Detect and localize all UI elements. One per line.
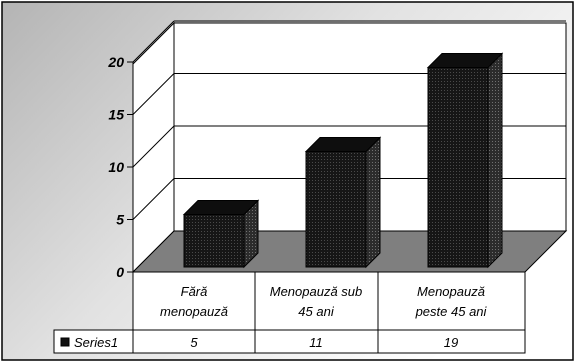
category-label-1-line-1: Menopauză sub bbox=[270, 284, 363, 299]
y-tick-label: 0 bbox=[116, 264, 124, 280]
data-table: Fără menopauză Menopauză sub 45 ani Meno… bbox=[53, 271, 526, 354]
bar-front-face bbox=[183, 214, 245, 268]
table-header-bg bbox=[132, 271, 526, 331]
y-tick-label: 5 bbox=[116, 212, 124, 228]
table-value-2: 19 bbox=[444, 335, 458, 350]
category-label-1-line-2: 45 ani bbox=[298, 304, 335, 319]
bars bbox=[182, 52, 504, 269]
gridline bbox=[132, 178, 175, 220]
bar-2 bbox=[426, 52, 504, 269]
series-name: Series1 bbox=[74, 335, 118, 350]
gridline bbox=[132, 73, 175, 115]
category-label-2-line-2: peste 45 ani bbox=[415, 304, 488, 319]
gridline bbox=[132, 125, 175, 168]
y-tick-label: 10 bbox=[108, 159, 124, 175]
bar-side-face bbox=[487, 52, 503, 269]
y-axis-ticks: 0 5 10 15 20 bbox=[107, 54, 134, 280]
category-label-2-line-1: Menopauză bbox=[417, 284, 485, 299]
y-tick-label: 20 bbox=[107, 54, 124, 70]
category-label-0-line-1: Fără bbox=[181, 284, 208, 299]
bar-top-face bbox=[182, 200, 260, 215]
bar-1 bbox=[304, 136, 382, 269]
category-label-0-line-2: menopauză bbox=[160, 304, 228, 319]
gridline bbox=[132, 20, 175, 63]
legend-key-icon bbox=[60, 337, 70, 347]
side-wall bbox=[132, 21, 175, 274]
bar-0 bbox=[182, 199, 260, 269]
plot-area: 0 5 10 15 20 bbox=[107, 20, 568, 280]
y-tick-label: 15 bbox=[108, 107, 124, 123]
bar-front-face bbox=[305, 151, 367, 268]
bar-top-face bbox=[304, 137, 382, 152]
table-value-0: 5 bbox=[190, 335, 198, 350]
bar-top-face bbox=[426, 53, 504, 68]
table-value-1: 11 bbox=[309, 335, 323, 350]
table-row-bg bbox=[53, 329, 526, 354]
bar-front-face bbox=[427, 67, 489, 268]
bar-side-face bbox=[365, 136, 381, 269]
